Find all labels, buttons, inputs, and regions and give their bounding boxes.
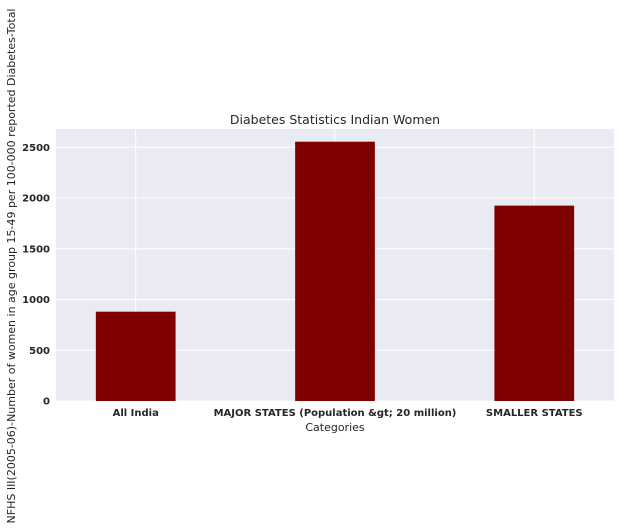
- y-tick-label: 2000: [22, 194, 50, 205]
- x-tick-label: All India: [113, 408, 159, 419]
- chart-title: Diabetes Statistics Indian Women: [230, 112, 440, 127]
- x-tick-labels: All India MAJOR STATES (Population &gt; 2…: [113, 408, 583, 419]
- bars: [95, 141, 575, 401]
- bar: [295, 141, 375, 401]
- y-tick-label: 1000: [22, 295, 50, 306]
- y-tick-label: 2500: [22, 143, 50, 154]
- y-tick-label: 1500: [22, 244, 50, 255]
- y-axis-label: NFHS III(2005-06)-Number of women in age…: [5, 9, 18, 524]
- bar: [494, 205, 575, 401]
- x-tick-label: SMALLER STATES: [486, 408, 583, 419]
- y-tick-label: 0: [43, 397, 50, 408]
- y-tick-label: 500: [29, 346, 50, 357]
- y-tick-labels: 0 500 1000 1500 2000 2500: [22, 143, 50, 408]
- x-axis-label: Categories: [305, 421, 365, 434]
- bar: [95, 311, 176, 401]
- x-tick-label: MAJOR STATES (Population &gt; 20 million…: [214, 408, 457, 419]
